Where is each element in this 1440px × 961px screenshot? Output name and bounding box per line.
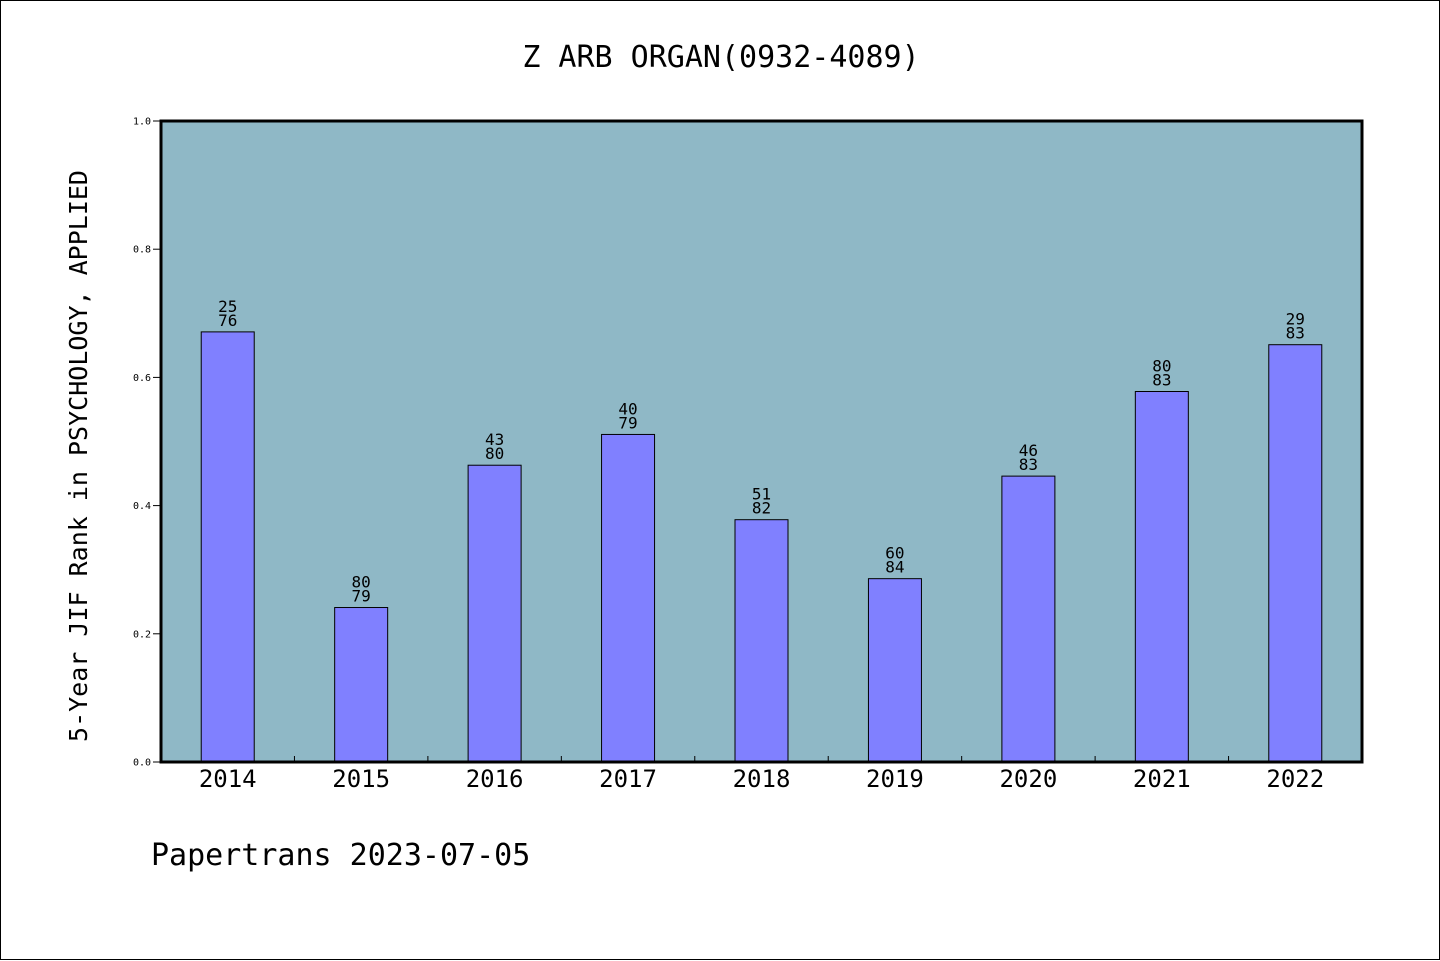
bar-label-bottom-2021: 83 bbox=[1152, 371, 1171, 390]
bar-label-bottom-2014: 76 bbox=[218, 311, 237, 330]
bar-label-top-2021: 80 bbox=[1152, 357, 1171, 376]
bar-label-bottom-2022: 83 bbox=[1286, 324, 1305, 343]
bar-label-bottom-2018: 82 bbox=[752, 499, 771, 518]
x-axis-ticks: 2014 2015 2016 2017 2018 2019 2020 2021 2022 bbox=[199, 756, 1324, 793]
x-tick-label-2020: 2020 bbox=[999, 765, 1057, 793]
bar-label-top-2016: 43 bbox=[485, 430, 504, 449]
y-tick-label-0.8: 0.8 bbox=[133, 245, 151, 256]
y-axis-label: 5-Year JIF Rank in PSYCHOLOGY, APPLIED bbox=[64, 170, 93, 742]
bar-label-top-2022: 29 bbox=[1286, 310, 1305, 329]
bars-group bbox=[200, 331, 1323, 763]
bar-2021 bbox=[1134, 391, 1189, 763]
bar-label-top-2014: 25 bbox=[218, 297, 237, 316]
bar-2016 bbox=[467, 464, 522, 763]
y-tick-label-1.0: 1.0 bbox=[133, 117, 151, 128]
bar-label-bottom-2019: 84 bbox=[885, 558, 904, 577]
bar-2015 bbox=[334, 607, 389, 763]
bar-2019 bbox=[867, 578, 922, 763]
x-tick-label-2015: 2015 bbox=[332, 765, 390, 793]
y-tick-label-0.4: 0.4 bbox=[133, 501, 151, 512]
bar-label-top-2018: 51 bbox=[752, 485, 771, 504]
x-tick-label-2022: 2022 bbox=[1266, 765, 1324, 793]
bar-2017 bbox=[601, 433, 656, 763]
x-tick-label-2016: 2016 bbox=[466, 765, 524, 793]
bar-label-top-2019: 60 bbox=[885, 544, 904, 563]
y-tick-label-0.0: 0.0 bbox=[133, 758, 151, 769]
bar-2018 bbox=[734, 519, 789, 763]
y-tick-label-0.6: 0.6 bbox=[133, 373, 151, 384]
bar-label-top-2017: 40 bbox=[618, 399, 637, 418]
chart-title: Z ARB ORGAN(0932-4089) bbox=[522, 40, 919, 75]
bar-2014 bbox=[200, 331, 255, 763]
plot-border bbox=[159, 119, 1364, 764]
y-axis-ticks: 0.0 0.2 0.4 0.6 0.8 1.0 bbox=[133, 117, 161, 769]
x-tick-label-2017: 2017 bbox=[599, 765, 657, 793]
x-tick-label-2018: 2018 bbox=[733, 765, 791, 793]
x-tick-label-2014: 2014 bbox=[199, 765, 257, 793]
footer-credit: Papertrans 2023-07-05 bbox=[151, 838, 530, 873]
bar-label-bottom-2016: 80 bbox=[485, 444, 504, 463]
bar-label-bottom-2017: 79 bbox=[618, 413, 637, 432]
x-tick-label-2021: 2021 bbox=[1133, 765, 1191, 793]
bar-2020 bbox=[1001, 475, 1056, 763]
bar-label-bottom-2020: 83 bbox=[1019, 455, 1038, 474]
bar-2022 bbox=[1268, 344, 1323, 763]
x-tick-label-2019: 2019 bbox=[866, 765, 924, 793]
bar-label-top-2015: 80 bbox=[352, 573, 371, 592]
y-tick-label-0.2: 0.2 bbox=[133, 629, 151, 640]
bar-label-bottom-2015: 79 bbox=[352, 587, 371, 606]
bar-label-top-2020: 46 bbox=[1019, 441, 1038, 460]
